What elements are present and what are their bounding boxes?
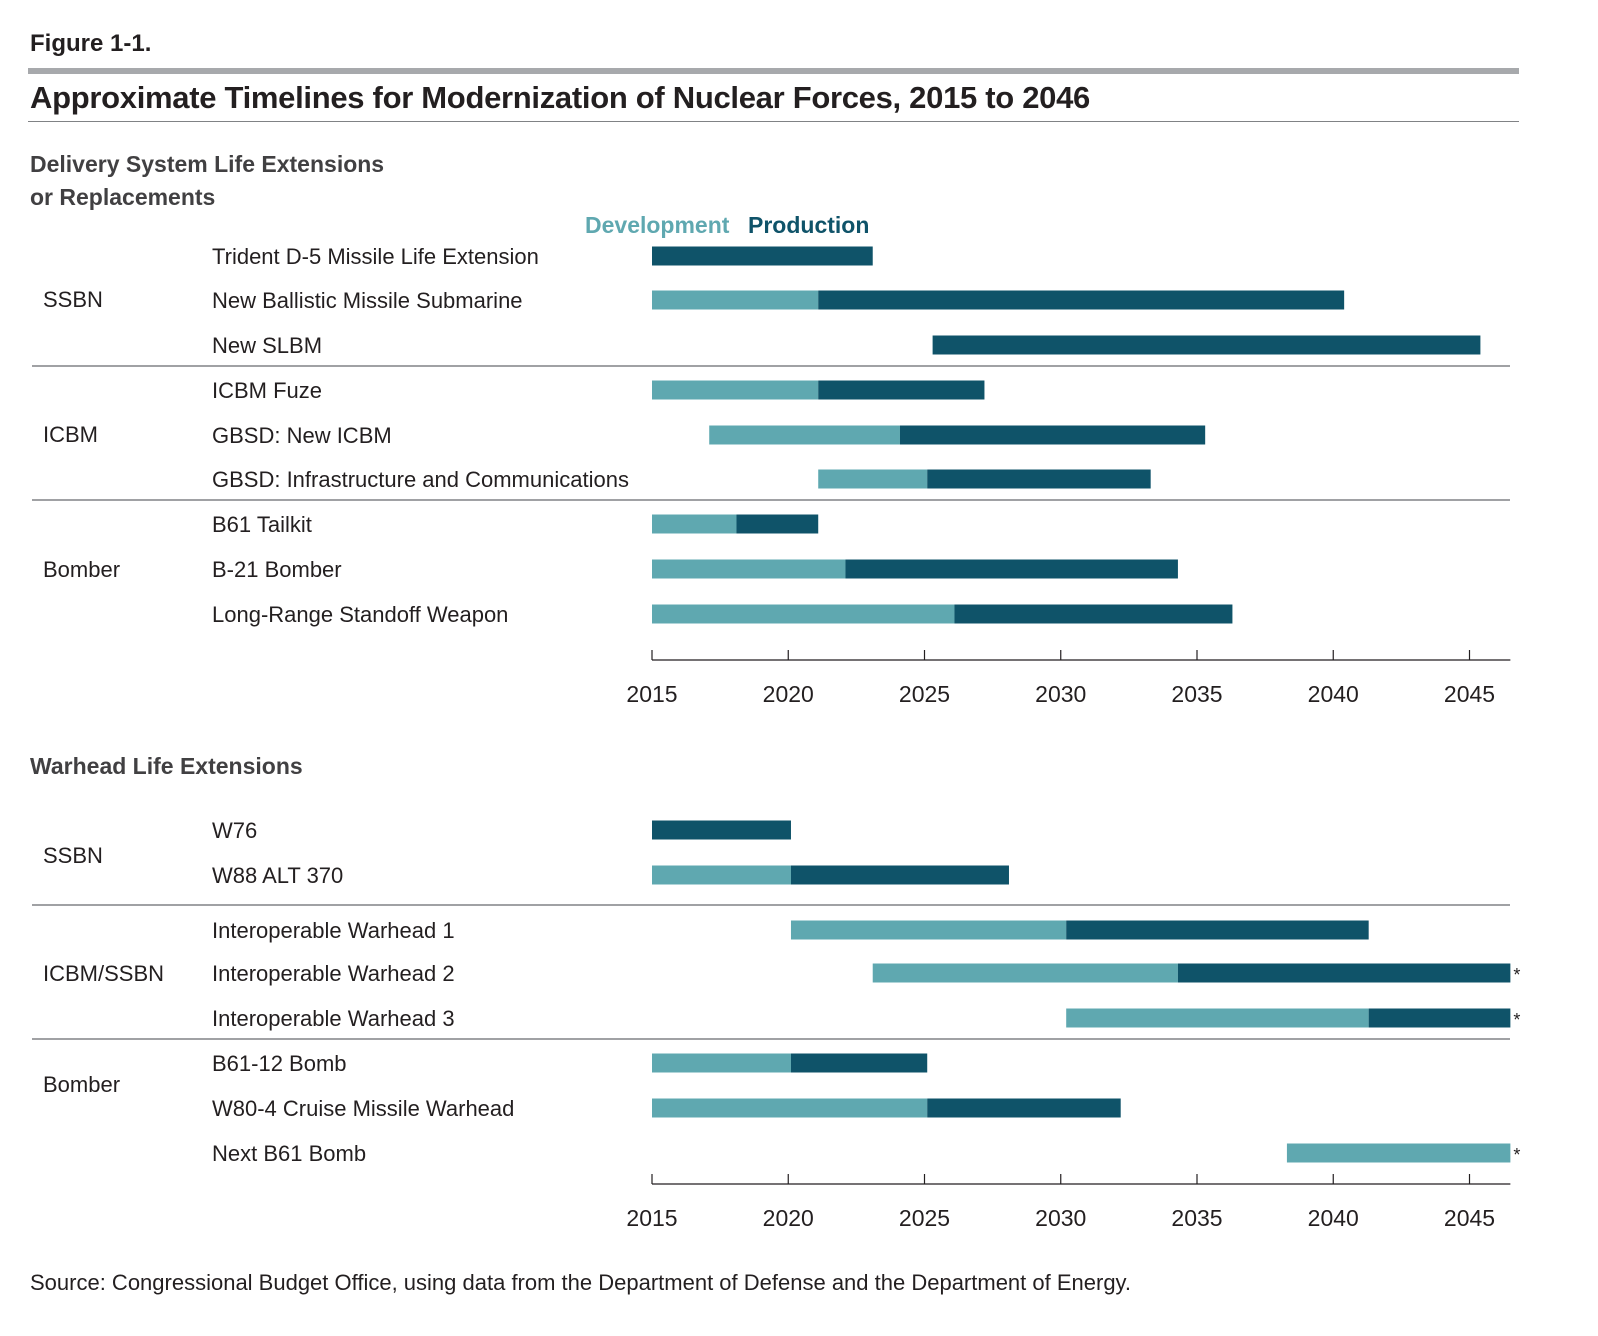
production-bar [899,425,1206,445]
development-bar [1286,1143,1511,1163]
x-tick-label: 2035 [1171,681,1222,707]
production-bar [845,559,1178,579]
development-bar [652,559,846,579]
production-bar [932,335,1481,355]
panel-title-delivery-line-2: or Replacements [30,184,216,210]
panel-title-warhead-line-1: Warhead Life Extensions [30,753,303,779]
panel-title-delivery-line-1: Delivery System Life Extensions [30,151,385,177]
panel-title-warhead: Warhead Life Extensions [30,750,303,783]
development-bar [652,514,737,534]
x-tick-label: 2025 [899,1205,950,1231]
development-bar [652,604,955,624]
x-tick-label: 2015 [626,1205,677,1231]
production-bar [1066,920,1369,940]
production-bar [790,865,1009,885]
figure-title: Approximate Timelines for Modernization … [30,80,1090,115]
row-label: Interoperable Warhead 3 [212,1006,455,1031]
production-bar [1177,963,1511,983]
x-tick-label: 2045 [1444,1205,1495,1231]
x-tick-label: 2020 [763,681,814,707]
row-label: New Ballistic Missile Submarine [212,288,523,313]
x-tick-label: 2040 [1308,681,1359,707]
panel-title-delivery: Delivery System Life Extensions or Repla… [30,148,384,214]
row-label: B-21 Bomber [212,557,342,582]
row-label: GBSD: New ICBM [212,423,392,448]
production-bar [790,1053,928,1073]
row-label: New SLBM [212,333,322,358]
group-label: Bomber [43,1072,120,1097]
row-label: W76 [212,818,257,843]
development-bar [1066,1008,1369,1028]
row-label: B61 Tailkit [212,512,312,537]
continuation-asterisk: * [1513,1010,1520,1030]
production-bar [927,1098,1121,1118]
development-bar [652,380,819,400]
row-label: Interoperable Warhead 2 [212,961,455,986]
row-label: W88 ALT 370 [212,863,343,888]
group-label: SSBN [43,287,103,312]
x-tick-label: 2030 [1035,681,1086,707]
development-bar [790,920,1067,940]
continuation-asterisk: * [1513,1145,1520,1165]
source-note: Source: Congressional Budget Office, usi… [30,1270,1132,1295]
production-bar [652,246,873,266]
production-bar [652,820,791,840]
title-rule-thin [28,121,1519,122]
production-bar [1368,1008,1511,1028]
x-tick-label: 2025 [899,681,950,707]
group-label: SSBN [43,843,103,868]
row-label: Next B61 Bomb [212,1141,366,1166]
row-label: B61-12 Bomb [212,1051,347,1076]
legend-development: Development [585,212,730,238]
row-label: ICBM Fuze [212,378,322,403]
row-label: Long-Range Standoff Weapon [212,602,508,627]
x-tick-label: 2040 [1308,1205,1359,1231]
figure-label: Figure 1-1. [30,30,152,57]
development-bar [709,425,900,445]
x-tick-label: 2035 [1171,1205,1222,1231]
development-bar [652,1098,928,1118]
x-tick-label: 2045 [1444,681,1495,707]
development-bar [872,963,1178,983]
x-tick-label: 2015 [626,681,677,707]
production-bar [818,290,1345,310]
group-label: ICBM/SSBN [43,961,164,986]
production-bar [736,514,819,534]
row-label: W80-4 Cruise Missile Warhead [212,1096,514,1121]
development-bar [652,1053,791,1073]
production-bar [818,380,985,400]
group-label: Bomber [43,557,120,582]
continuation-asterisk: * [1513,965,1520,985]
title-rule-thick [28,68,1519,74]
legend-production: Production [748,212,870,238]
group-label: ICBM [43,422,98,447]
row-label: GBSD: Infrastructure and Communications [212,467,629,492]
production-bar [954,604,1233,624]
development-bar [652,865,791,885]
x-tick-label: 2030 [1035,1205,1086,1231]
row-label: Interoperable Warhead 1 [212,918,455,943]
row-label: Trident D-5 Missile Life Extension [212,244,539,269]
x-tick-label: 2020 [763,1205,814,1231]
development-bar [818,469,928,489]
development-bar [652,290,819,310]
production-bar [927,469,1151,489]
